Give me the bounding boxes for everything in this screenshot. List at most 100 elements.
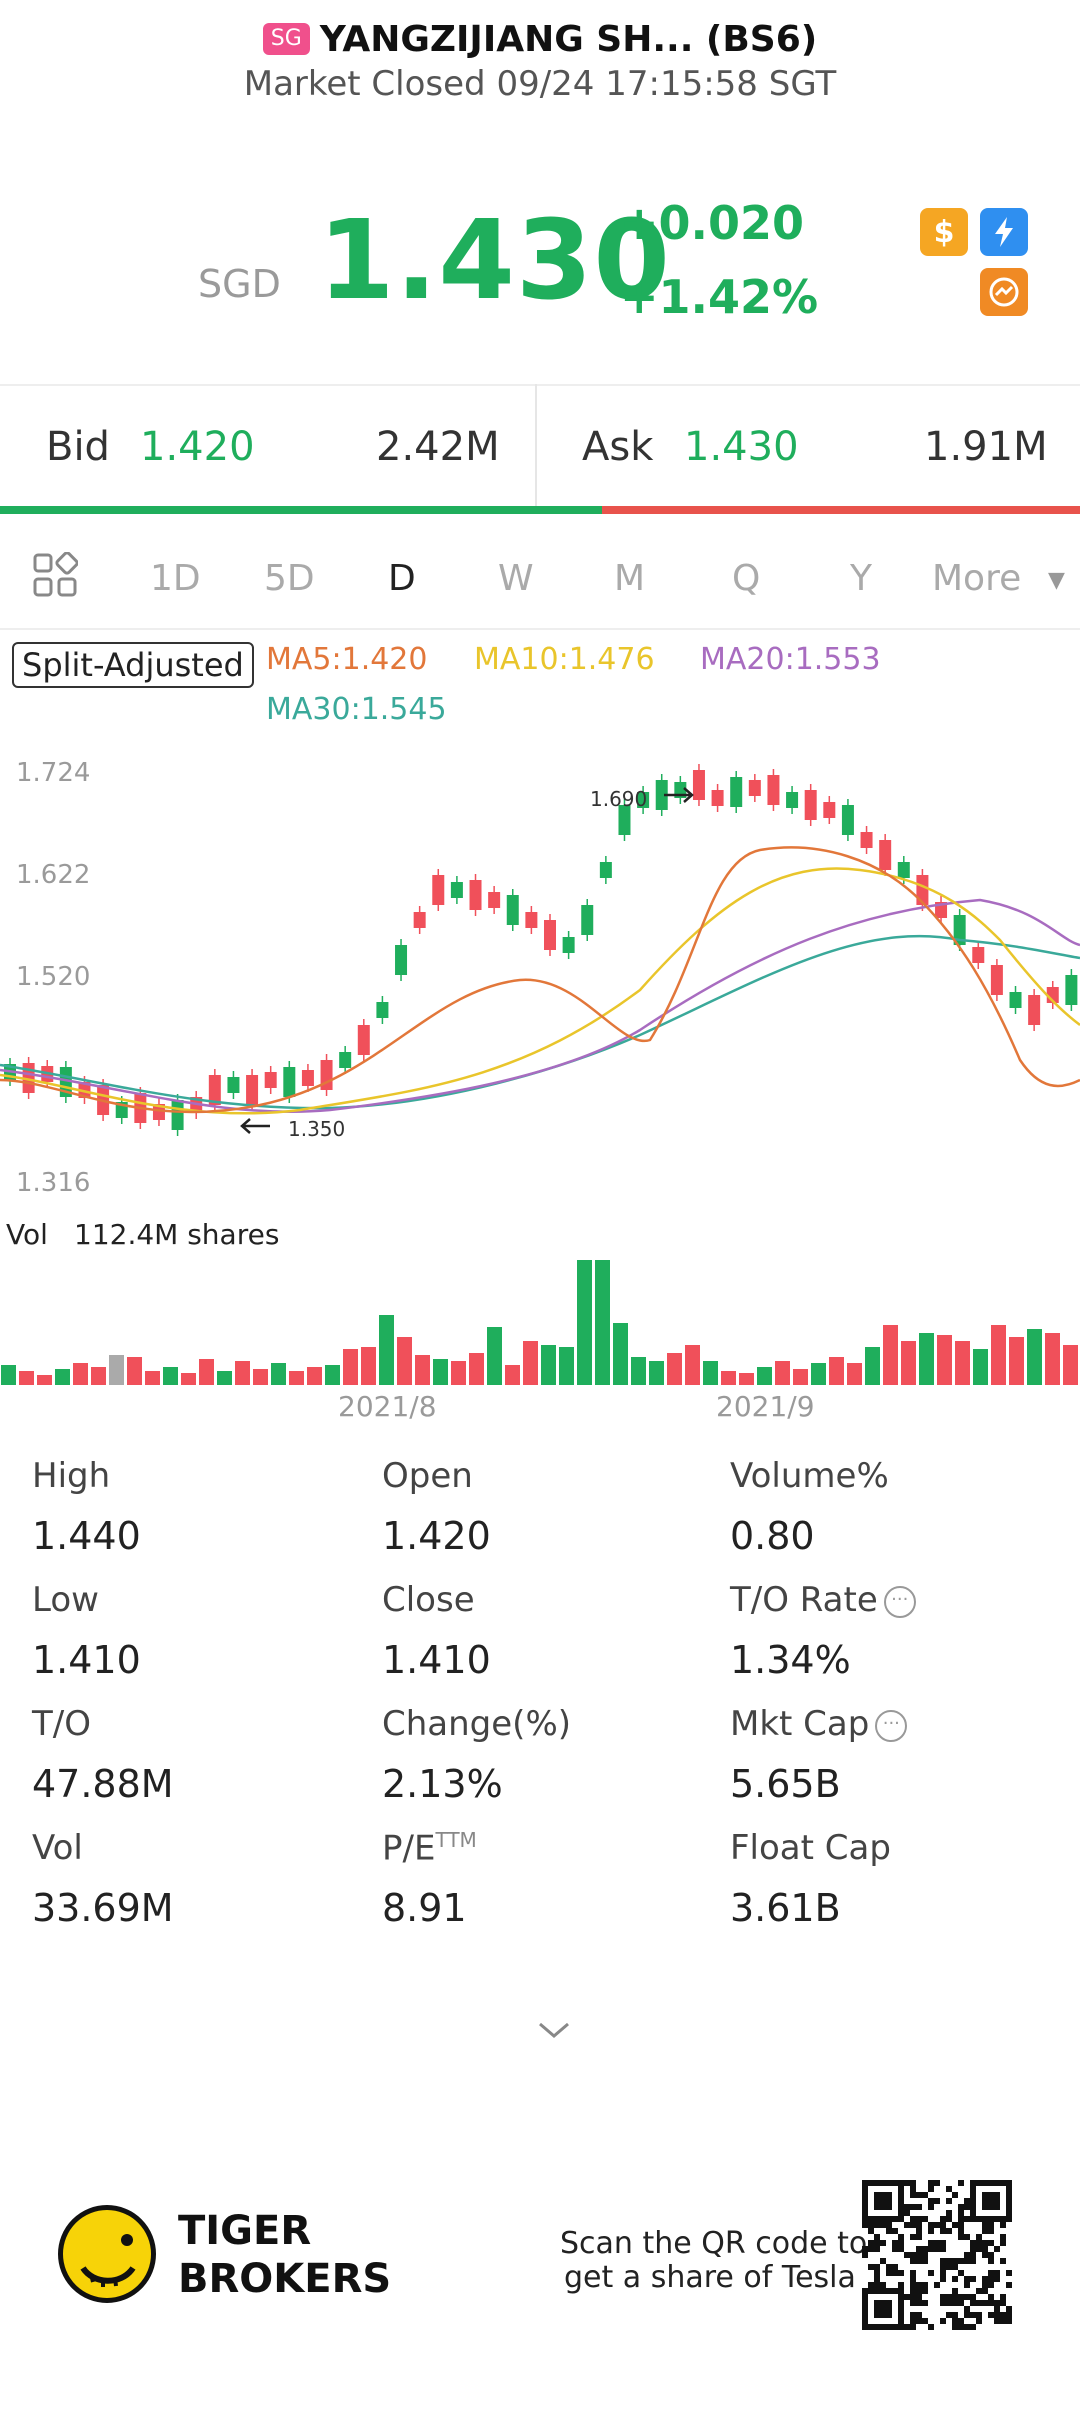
y-tick-label: 1.316 [16, 1168, 91, 1198]
volume-chart[interactable] [0, 1250, 1080, 1385]
qr-module [982, 2222, 988, 2228]
tab-5d[interactable]: 5D [264, 558, 315, 599]
candle-body [581, 905, 594, 935]
candle-body [283, 1067, 296, 1097]
vol-value: 33.69M [32, 1886, 174, 1930]
volume-bar [883, 1325, 898, 1385]
qr-module [940, 2216, 946, 2222]
candle-body [916, 875, 929, 905]
ma20-legend: MA20:1.553 [700, 642, 881, 677]
trend-icon[interactable] [980, 268, 1028, 316]
pe-value: 8.91 [382, 1886, 467, 1930]
volume-bar [829, 1357, 844, 1385]
qr-module [982, 2276, 988, 2282]
candle-body [59, 1067, 72, 1097]
tab-q[interactable]: Q [732, 558, 761, 599]
candle-body [767, 775, 780, 805]
x-tick-label: 2021/9 [716, 1390, 815, 1423]
brand-name-line1: TIGER [178, 2208, 312, 2254]
info-icon[interactable]: ··· [883, 1585, 916, 1618]
qr-module [874, 2192, 892, 2210]
volume-bar [181, 1373, 196, 1385]
qr-module [940, 2294, 946, 2300]
candle-body [152, 1104, 165, 1120]
volume-bar [757, 1367, 772, 1385]
low-value: 1.410 [32, 1638, 141, 1682]
ma30-line [0, 934, 1080, 1110]
tab-1d[interactable]: 1D [150, 558, 201, 599]
qr-code[interactable] [862, 2180, 1012, 2330]
qr-module [868, 2246, 874, 2252]
qr-module [910, 2288, 916, 2294]
high-label: High [32, 1456, 111, 1496]
qr-module [922, 2288, 928, 2294]
candle-body [972, 947, 985, 963]
volume-bar [253, 1369, 268, 1385]
last-price: 1.430 [318, 196, 671, 324]
qr-module [934, 2240, 940, 2246]
qr-module [880, 2282, 886, 2288]
qr-module [958, 2222, 964, 2228]
volume-bar [343, 1349, 358, 1385]
high-marker: 1.690 [590, 787, 647, 811]
info-icon[interactable]: ··· [875, 1709, 908, 1742]
tab-w[interactable]: W [498, 558, 534, 599]
price-change-percent: +1.42% [620, 270, 819, 324]
qr-module [958, 2234, 964, 2240]
qr-module [898, 2282, 904, 2288]
qr-module [952, 2222, 958, 2228]
candle-body [1009, 992, 1022, 1008]
qr-module [868, 2228, 874, 2234]
qr-module [916, 2222, 922, 2228]
volume-bar [631, 1357, 646, 1385]
qr-module [958, 2180, 964, 2186]
qr-module [934, 2180, 940, 2186]
qr-module [970, 2294, 976, 2300]
tab-d[interactable]: D [388, 558, 416, 599]
qr-module [910, 2192, 916, 2198]
qr-module [910, 2318, 916, 2324]
chevron-down-icon[interactable]: ▼ [1048, 568, 1065, 593]
qr-module [958, 2294, 964, 2300]
volume-bar [91, 1367, 106, 1385]
qr-module [910, 2252, 916, 2258]
expand-chevron-icon[interactable] [536, 2018, 572, 2046]
qr-module [886, 2222, 892, 2228]
candle-body [879, 840, 892, 870]
qr-module [916, 2258, 922, 2264]
candlestick-chart[interactable]: 1.690 1.350 [0, 760, 1080, 1170]
qr-module [982, 2240, 988, 2246]
volume-bar [163, 1367, 178, 1385]
y-tick-label: 1.724 [16, 758, 91, 788]
qr-module [946, 2300, 952, 2306]
tab-more[interactable]: More [932, 558, 1022, 599]
candle-body [469, 880, 482, 910]
qr-module [916, 2234, 922, 2240]
qr-module [964, 2234, 970, 2240]
qr-module [940, 2318, 946, 2324]
layout-grid-icon[interactable] [32, 551, 79, 602]
candle-body [748, 780, 761, 796]
tab-m[interactable]: M [614, 558, 646, 599]
qr-module [874, 2264, 880, 2270]
tab-y[interactable]: Y [850, 558, 872, 599]
lightning-icon[interactable] [980, 208, 1028, 256]
qr-module [1006, 2312, 1012, 2318]
qr-module [940, 2228, 946, 2234]
qr-module [910, 2186, 916, 2192]
volume-bar [145, 1371, 160, 1385]
qr-module [910, 2222, 916, 2228]
qr-module [988, 2240, 994, 2246]
qr-module [934, 2282, 940, 2288]
split-adjusted-button[interactable]: Split-Adjusted [12, 642, 254, 688]
dollar-icon[interactable]: $ [920, 208, 968, 256]
pe-sup: TTM [435, 1828, 477, 1852]
candle-body [711, 790, 724, 806]
qr-module [952, 2258, 958, 2264]
candle-body [1028, 995, 1041, 1025]
mkt-cap-label: Mkt Cap ··· [730, 1704, 908, 1744]
y-tick-label: 1.520 [16, 962, 91, 992]
candle-body [78, 1082, 91, 1098]
candle-body [953, 915, 966, 945]
candle-body [506, 895, 519, 925]
